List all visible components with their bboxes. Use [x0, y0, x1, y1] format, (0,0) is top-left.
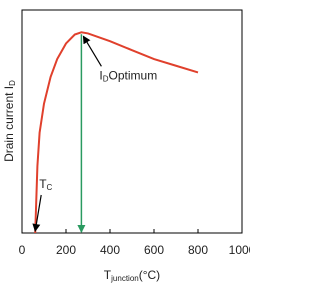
y-axis-label: Drain current ID — [2, 80, 17, 162]
optimum-label: IDOptimum — [99, 68, 157, 83]
x-tick-label: 0 — [19, 243, 26, 257]
x-tick-label: 800 — [188, 243, 208, 257]
optimum-label-rest: Optimum — [109, 68, 158, 82]
x-tick-label: 200 — [56, 243, 76, 257]
x-tick-label: 1000 — [229, 243, 250, 257]
optimum-label-main: I — [99, 68, 102, 82]
x-tick-label: 400 — [100, 243, 120, 257]
annotation-arrow — [32, 194, 42, 232]
x-axis-label: Tjunction(°C) — [104, 268, 160, 283]
critical-label: TC — [39, 177, 52, 192]
optimum-label-sub: D — [103, 74, 109, 83]
x-tick-label: 600 — [144, 243, 164, 257]
annotation-arrow — [82, 35, 102, 67]
data-line — [34, 31, 199, 234]
critical-label-sub: C — [47, 183, 53, 192]
critical-label-main: T — [39, 177, 47, 191]
chart: Drain current ID Tjunction(°C) 0 200 400 60… — [2, 9, 250, 283]
plot-frame — [21, 9, 243, 234]
